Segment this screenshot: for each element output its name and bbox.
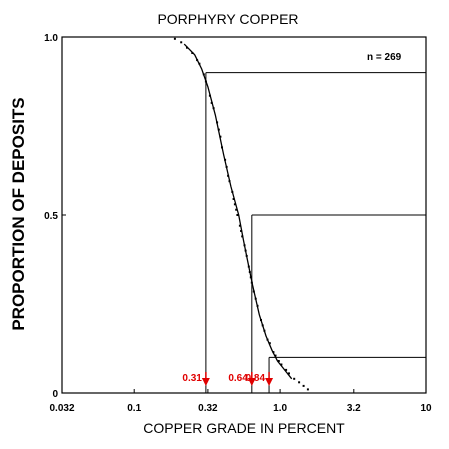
cutoff-markers: 0.31 0.640.84: [182, 372, 274, 386]
y-tick-label: 0: [52, 389, 58, 400]
data-point: [186, 46, 188, 49]
cutoff-grade-label: 0.84: [246, 373, 266, 384]
data-point: [225, 165, 228, 168]
data-point: [298, 381, 301, 384]
x-tick-label: 10: [420, 403, 432, 414]
data-point: [224, 158, 227, 161]
data-point: [288, 372, 290, 375]
data-point: [219, 135, 222, 138]
x-axis-label: COPPER GRADE IN PERCENT: [143, 420, 345, 436]
data-point: [293, 377, 296, 380]
data-point: [244, 249, 247, 252]
data-point: [240, 230, 243, 232]
data-point: [285, 368, 288, 371]
x-tick-label: 0.032: [49, 403, 74, 414]
y-tick-label: 1.0: [44, 33, 58, 44]
data-point: [232, 198, 235, 200]
data-point: [306, 388, 309, 391]
data-point: [263, 329, 266, 332]
y-axis-label: PROPORTION OF DEPOSITS: [9, 97, 28, 330]
data-point: [248, 271, 251, 273]
x-tick-label: 3.2: [347, 403, 361, 414]
data-point: [208, 94, 211, 97]
data-point: [256, 304, 259, 307]
data-point: [266, 338, 269, 341]
cutoff-arrow-head: [265, 378, 274, 386]
data-point: [243, 244, 246, 247]
data-point: [238, 224, 241, 227]
cutoff-arrow-head: [247, 378, 256, 386]
data-point: [216, 121, 219, 124]
data-point: [250, 281, 253, 284]
data-point: [180, 41, 183, 44]
data-point: [227, 174, 230, 177]
data-point: [196, 59, 199, 62]
cutoff-lines: [205, 72, 426, 393]
data-point: [261, 324, 264, 327]
data-point: [247, 265, 250, 268]
data-point: [231, 190, 234, 193]
y-tick-label: 0.5: [44, 211, 58, 222]
data-point: [228, 180, 231, 183]
data-point: [210, 101, 213, 104]
data-point: [191, 52, 194, 54]
data-point: [268, 342, 271, 345]
sample-count-label: n = 269: [367, 52, 402, 63]
chart-title: PORPHYRY COPPER: [157, 11, 298, 27]
x-axis-ticks: 0.032 0.1 0.32 1.0 3.2 10: [49, 389, 432, 414]
fitted-curve: [183, 43, 293, 380]
cutoff-arrow-head: [201, 378, 210, 386]
data-point: [249, 276, 252, 279]
cutoff-grade-label: 0.31: [182, 373, 202, 384]
data-point: [241, 235, 244, 238]
data-point: [245, 254, 248, 257]
data-point: [280, 363, 283, 366]
data-point: [302, 384, 305, 387]
data-point: [235, 208, 238, 211]
data-point: [260, 319, 262, 321]
data-point: [198, 62, 201, 65]
data-point: [252, 290, 255, 293]
y-axis-ticks: 0 0.5 1.0: [44, 33, 66, 400]
data-point: [221, 146, 223, 149]
x-tick-label: 0.1: [127, 403, 141, 414]
data-point: [277, 360, 280, 362]
data-point: [274, 354, 277, 357]
x-tick-label: 1.0: [273, 403, 287, 414]
data-point: [272, 351, 275, 354]
fitted-curve-layer: [183, 43, 293, 380]
x-tick-label: 0.32: [198, 403, 218, 414]
data-point: [236, 214, 239, 216]
data-point: [173, 37, 176, 40]
data-point: [217, 128, 220, 131]
data-point: [254, 297, 257, 300]
data-point: [204, 80, 207, 83]
data-points: [173, 37, 309, 391]
data-point: [202, 73, 205, 76]
data-point: [212, 107, 215, 110]
cutoff-grade-label: 0.64: [228, 373, 248, 384]
data-point: [233, 203, 236, 206]
